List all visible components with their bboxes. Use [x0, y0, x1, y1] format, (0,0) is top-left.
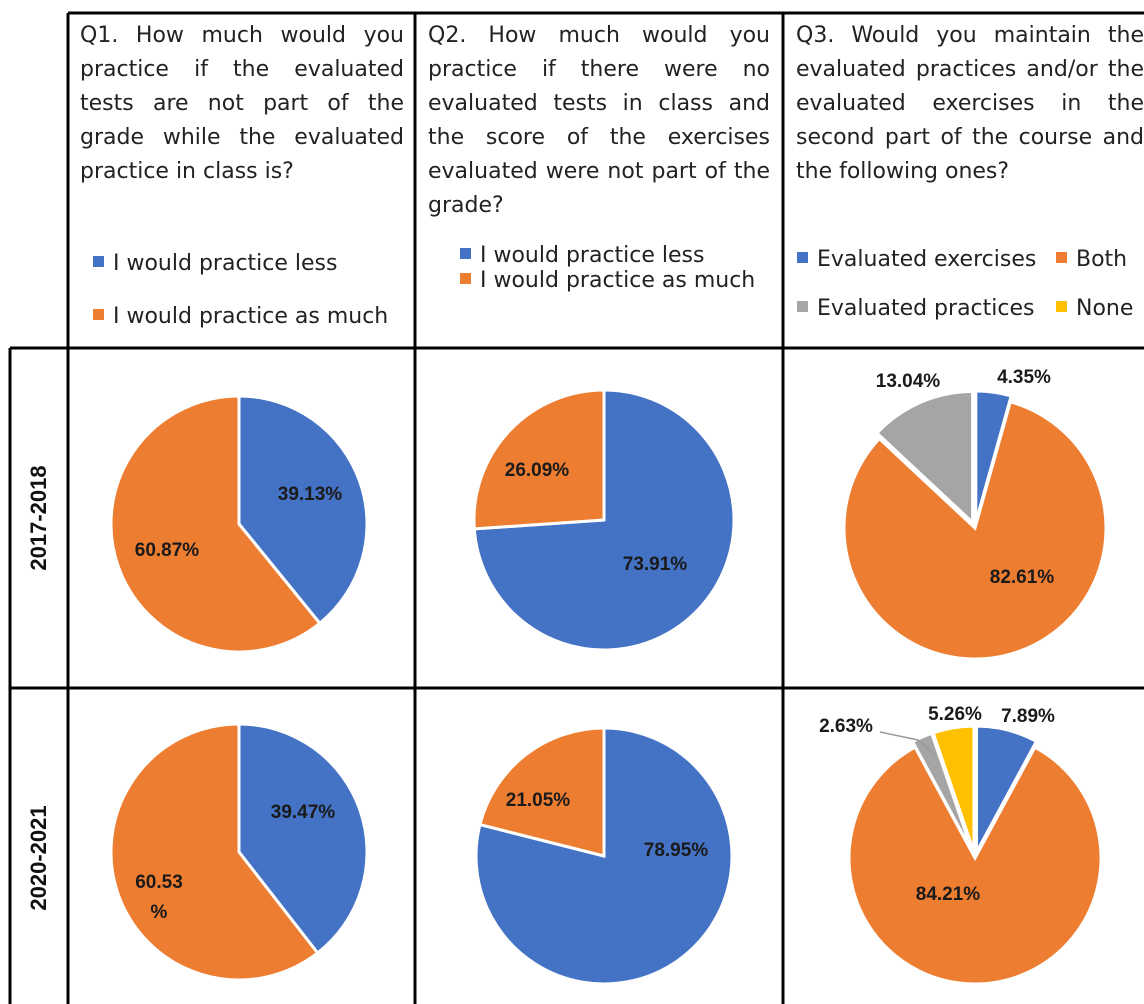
pie-chart-q3-2017-2018: 4.35% 82.61% 13.04% — [842, 367, 1108, 661]
legend-item-none: None — [1056, 296, 1133, 321]
legend-swatch-blue — [460, 248, 471, 259]
legend-swatch-orange — [1056, 252, 1067, 263]
legend-item-less: I would practice less — [460, 243, 704, 268]
leader-line — [879, 731, 936, 756]
data-label: 4.35% — [997, 367, 1051, 388]
legend-swatch-orange — [460, 273, 471, 284]
data-label: 60.53% — [135, 872, 183, 923]
legend-label: Evaluated exercises — [817, 247, 1037, 272]
data-label: 82.61% — [990, 567, 1055, 588]
pie-slice-i-would-practice-as-much — [109, 394, 322, 654]
pie-chart-q1-2017-2018: 39.13% 60.87% — [109, 394, 369, 654]
data-label: 13.04% — [876, 371, 941, 392]
legend-item-as-much: I would practice as much — [460, 268, 755, 293]
legend-label: I would practice as much — [113, 304, 389, 329]
question-q3-text: Q3. Would you maintain the evaluated pra… — [796, 23, 1144, 184]
question-q2-text: Q2. How much would you practice if there… — [428, 23, 770, 218]
legend-item-less: I would practice less — [93, 251, 337, 276]
pie-chart-q2-2020-2021: 78.95% 21.05% — [474, 726, 734, 986]
data-label: 73.91% — [623, 554, 688, 575]
data-label: 7.89% — [1001, 706, 1055, 727]
legend-swatch-gray — [797, 301, 808, 312]
pie-slice-evaluated-practices — [874, 389, 975, 526]
pie-slice-i-would-practice-as-much — [472, 388, 606, 531]
data-label: 2.63% — [819, 716, 873, 737]
question-q1-text: Q1. How much would you practice if the e… — [80, 23, 404, 184]
legend-label: I would practice less — [480, 243, 705, 268]
data-label: 84.21% — [916, 884, 981, 905]
pie-chart-q1-2020-2021: 39.47% 60.53% — [109, 722, 369, 982]
pie-slice-both — [847, 745, 1103, 986]
pie-slice-i-would-practice-less — [237, 394, 369, 626]
legend-item-evaluated-exercises: Evaluated exercises — [797, 247, 1036, 272]
pie-chart-q2-2017-2018: 73.91% 26.09% — [472, 388, 736, 652]
data-label: 60.87% — [135, 540, 200, 561]
legend-item-as-much: I would practice as much — [93, 304, 388, 329]
legend-label: I would practice less — [113, 251, 338, 276]
data-label: 78.95% — [644, 840, 709, 861]
pie-slice-i-would-practice-as-much — [109, 722, 320, 982]
legend-item-evaluated-practices: Evaluated practices — [797, 296, 1034, 321]
legend-swatch-blue — [93, 256, 104, 267]
pie-slice-i-would-practice-less — [237, 722, 369, 956]
pie-chart-q3-2020-2021: 7.89% 84.21% 2.63% 5.26% — [819, 704, 1103, 986]
legend-item-both: Both — [1056, 247, 1127, 272]
legend-label: Both — [1076, 247, 1128, 272]
legend-label: None — [1076, 296, 1134, 321]
legend-swatch-orange — [93, 309, 104, 320]
pie-slice-evaluated-exercises — [974, 724, 1039, 853]
legend-label: I would practice as much — [480, 268, 756, 293]
data-label: 5.26% — [928, 704, 982, 725]
pie-slice-both — [842, 400, 1108, 661]
legend-label: Evaluated practices — [817, 296, 1035, 321]
data-label: 21.05% — [506, 790, 571, 811]
pie-slice-none — [931, 724, 976, 853]
data-label: 39.47% — [271, 802, 336, 823]
data-label: 39.13% — [278, 484, 343, 505]
data-label: 26.09% — [505, 460, 570, 481]
legend-swatch-yellow — [1056, 301, 1067, 312]
legend-swatch-blue — [797, 252, 808, 263]
pie-slice-i-would-practice-as-much — [478, 726, 606, 858]
